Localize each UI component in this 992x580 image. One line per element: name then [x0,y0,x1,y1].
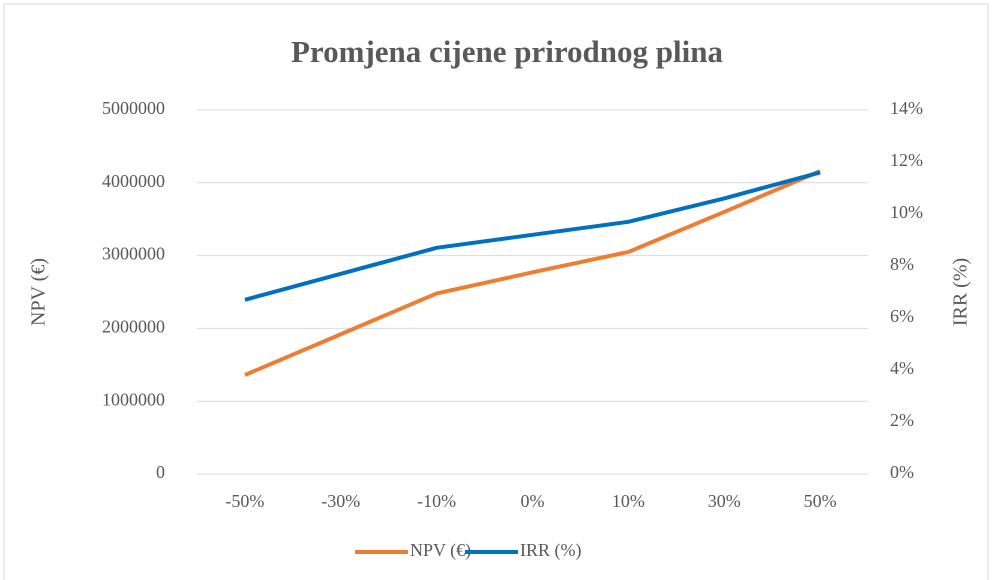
y-axis-title: NPV (€) [28,258,50,326]
y2-tick-label: 0% [890,462,914,482]
y2-tick-label: 2% [890,410,914,430]
y-tick-label: 5000000 [102,98,165,118]
y-tick-label: 2000000 [102,317,165,337]
y2-tick-label: 4% [890,358,914,378]
x-tick-label: 0% [521,491,545,511]
data-line [244,169,821,377]
legend-label: NPV (€) [410,540,471,561]
y2-tick-label: 12% [890,150,923,170]
y-tick-label: 4000000 [102,171,165,191]
y2-axis-title: IRR (%) [950,258,972,326]
y2-tick-label: 6% [890,306,914,326]
x-tick-label: 30% [708,491,741,511]
y-tick-label: 3000000 [102,244,165,264]
x-tick-label: -10% [417,491,456,511]
y-tick-label: 1000000 [102,389,165,409]
y2-tick-label: 8% [890,254,914,274]
legend-label: IRR (%) [520,540,582,561]
x-tick-label: 50% [804,491,837,511]
data-line [244,170,821,302]
x-tick-label: -30% [321,491,360,511]
y2-tick-label: 10% [890,202,923,222]
x-tick-label: -50% [225,491,264,511]
y-tick-label: 0 [156,462,165,482]
y2-tick-label: 14% [890,98,923,118]
chart-border [3,3,989,580]
x-tick-label: 10% [612,491,645,511]
chart-title: Promjena cijene prirodnog plina [291,34,723,69]
